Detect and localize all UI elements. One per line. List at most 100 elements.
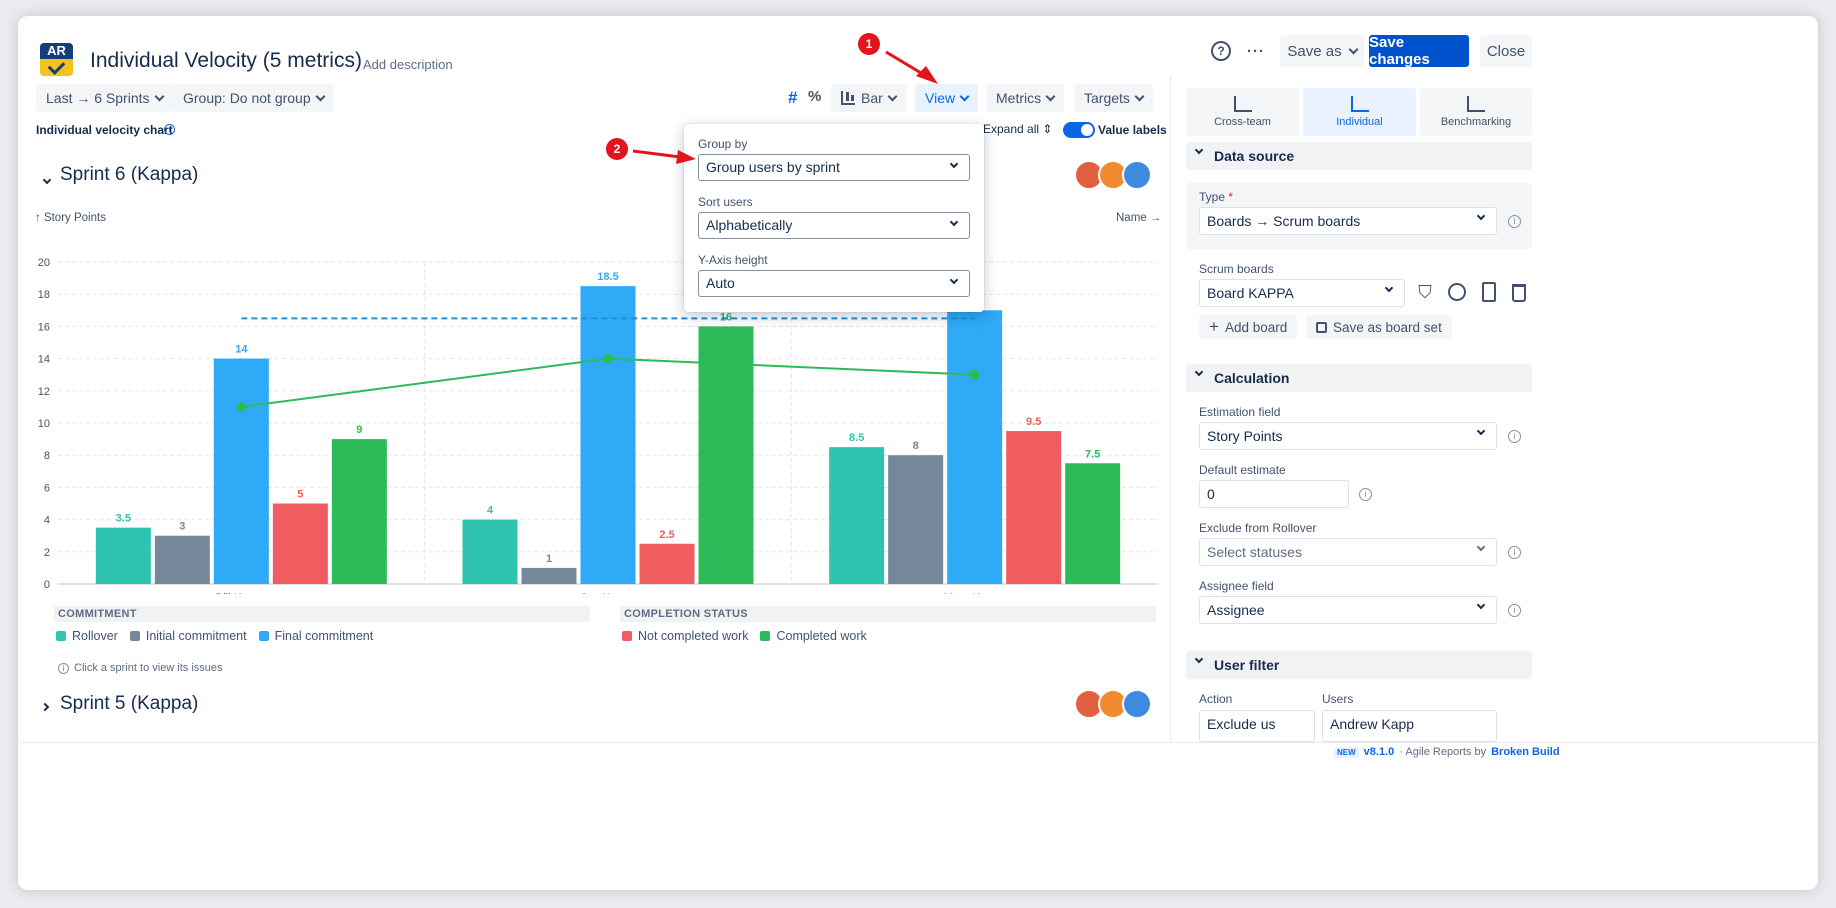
view-button[interactable]: View: [915, 84, 979, 112]
type-select[interactable]: Boards → Scrum boards: [1199, 207, 1497, 235]
bar[interactable]: [213, 358, 269, 584]
sort-users-select[interactable]: Alphabetically: [698, 212, 970, 239]
group-by-label: Group by: [698, 137, 748, 151]
exclude-rollover-select[interactable]: Select statuses: [1199, 538, 1497, 566]
info-icon[interactable]: i: [1508, 604, 1521, 617]
chevron-down-icon: [1348, 44, 1359, 54]
version-link[interactable]: v8.1.0: [1363, 746, 1395, 758]
assignee-field-label: Assignee field: [1199, 579, 1274, 593]
filter-icon[interactable]: ⛉: [1418, 282, 1432, 302]
tab-benchmarking[interactable]: Benchmarking: [1420, 88, 1532, 136]
help-button[interactable]: ?: [1205, 35, 1237, 67]
metrics-button[interactable]: Metrics: [986, 84, 1065, 112]
assignee-field-select[interactable]: Assignee: [1199, 596, 1497, 624]
calculator-icon[interactable]: [1482, 282, 1496, 302]
chevron-down-icon: [949, 217, 959, 227]
bar[interactable]: [698, 326, 754, 584]
chevron-down-icon: [1194, 145, 1204, 155]
trend-point: [603, 353, 613, 364]
add-description-link[interactable]: Add description: [363, 57, 453, 72]
vendor-link[interactable]: Broken Build: [1491, 746, 1560, 758]
bar[interactable]: [462, 519, 518, 584]
bar[interactable]: [888, 455, 944, 584]
sort-by-name-link[interactable]: Name →: [1116, 212, 1162, 224]
bar[interactable]: [521, 567, 577, 584]
tab-cross-team[interactable]: Cross-team: [1186, 88, 1299, 136]
targets-button[interactable]: Targets: [1074, 84, 1153, 112]
tab-individual[interactable]: Individual: [1303, 88, 1416, 136]
user-filter-section-header[interactable]: User filter: [1186, 651, 1532, 679]
action-label: Action: [1199, 692, 1233, 706]
annotation-badge-2: 2: [606, 138, 628, 160]
chevron-right-icon: [40, 702, 50, 712]
trash-icon[interactable]: [1512, 284, 1526, 302]
avatar[interactable]: [1122, 689, 1152, 719]
y-tick-label: 12: [38, 386, 50, 398]
sprint6-title[interactable]: Sprint 6 (Kappa): [60, 164, 199, 185]
estimation-value: Story Points: [1207, 428, 1283, 444]
board-select[interactable]: Board KAPPA: [1199, 279, 1405, 307]
info-icon[interactable]: i: [164, 124, 175, 135]
bar[interactable]: [154, 535, 210, 584]
save-board-set-button[interactable]: Save as board set: [1306, 315, 1452, 339]
bar[interactable]: [947, 310, 1003, 584]
legend-item-rollover[interactable]: Rollover: [56, 629, 118, 643]
y-axis-height-value: Auto: [706, 275, 735, 291]
users-select[interactable]: Andrew Kapp: [1322, 710, 1497, 742]
bar[interactable]: [95, 527, 151, 584]
number-mode-toggle[interactable]: #: [788, 88, 798, 107]
sprint6-avatars[interactable]: [1074, 160, 1152, 190]
bar[interactable]: [272, 503, 328, 585]
legend-item-initial[interactable]: Initial commitment: [129, 629, 247, 643]
legend-item-final[interactable]: Final commitment: [258, 629, 373, 643]
bar[interactable]: [1006, 431, 1062, 584]
info-icon: i: [58, 662, 69, 674]
bar[interactable]: [829, 447, 885, 584]
bar[interactable]: [1065, 463, 1121, 584]
required-marker: *: [1228, 190, 1234, 204]
legend-item-not-completed[interactable]: Not completed work: [622, 629, 748, 643]
info-icon[interactable]: i: [1508, 546, 1521, 559]
bar-value-label: 3.5: [116, 513, 131, 525]
search-check-icon[interactable]: [1448, 283, 1466, 301]
group-by-select[interactable]: Group users by sprint: [698, 154, 970, 181]
add-board-button[interactable]: + Add board: [1199, 315, 1298, 339]
save-changes-button[interactable]: Save changes: [1369, 34, 1469, 68]
avatar[interactable]: [1122, 160, 1152, 190]
bar-value-label: 7.5: [1085, 448, 1100, 460]
calculation-section-header[interactable]: Calculation: [1186, 364, 1532, 392]
legend-swatch: [129, 631, 140, 641]
bar[interactable]: [331, 439, 387, 584]
close-button[interactable]: Close: [1480, 35, 1532, 67]
percent-mode-toggle[interactable]: %: [808, 88, 822, 105]
info-icon[interactable]: i: [1508, 430, 1521, 443]
ellipsis-icon: ···: [1247, 42, 1265, 60]
sprint5-title[interactable]: Sprint 5 (Kappa): [60, 693, 199, 714]
chevron-down-icon: [1476, 426, 1486, 436]
info-icon[interactable]: i: [1359, 488, 1372, 501]
expand-all-button[interactable]: Expand all ⇕: [983, 122, 1052, 136]
default-estimate-input[interactable]: 0: [1199, 480, 1349, 508]
chart-type-select[interactable]: Bar: [831, 84, 906, 112]
estimation-field-select[interactable]: Story Points: [1199, 422, 1497, 450]
info-icon[interactable]: i: [1508, 215, 1521, 228]
annotation-arrow-2: [632, 149, 681, 159]
bar-value-label: 3: [179, 521, 185, 533]
save-as-button[interactable]: Save as: [1280, 35, 1364, 67]
bar-value-label: 9.5: [1026, 416, 1041, 428]
data-source-section-header[interactable]: Data source: [1186, 142, 1532, 170]
expand-sprint5-button[interactable]: [40, 698, 50, 713]
more-button[interactable]: ···: [1240, 35, 1272, 67]
chevron-down-icon: [1194, 654, 1204, 664]
sprint5-avatars[interactable]: [1074, 689, 1152, 719]
sort-users-value: Alphabetically: [706, 217, 793, 233]
velocity-chart[interactable]: 0 2 4 6 8 10 12 14 16 18 20 3.5 3 14 5 9 Bill Kappa 4 1 18.…: [18, 234, 1170, 594]
bar[interactable]: [580, 286, 636, 584]
action-select[interactable]: Exclude us: [1199, 710, 1315, 742]
y-axis-height-select[interactable]: Auto: [698, 270, 970, 297]
value-labels-toggle[interactable]: [1063, 122, 1095, 138]
bar[interactable]: [639, 543, 695, 584]
legend-item-completed[interactable]: Completed work: [760, 629, 867, 643]
sprint-range-select[interactable]: Last → 6 Sprints: [36, 84, 173, 112]
group-select[interactable]: Group: Do not group: [173, 84, 334, 112]
